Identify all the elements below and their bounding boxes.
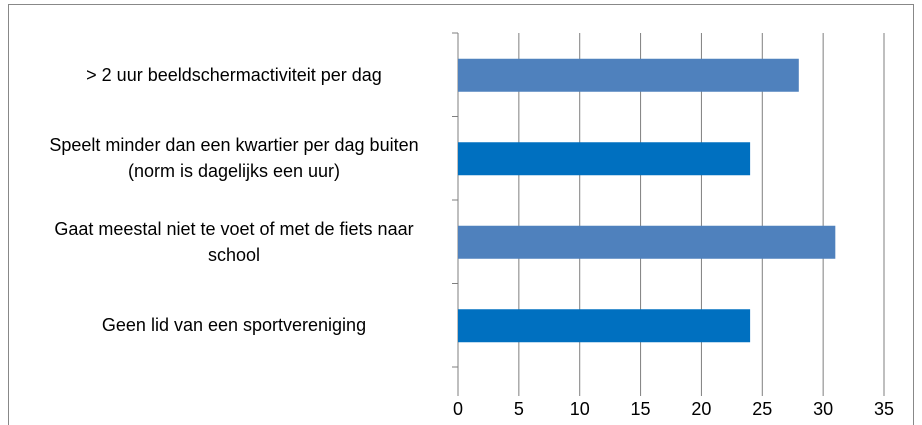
bar [458,225,836,259]
x-tick-label: 35 [874,399,894,419]
bar [458,309,751,343]
chart-border [8,4,914,425]
x-tick-label: 20 [691,399,711,419]
x-tick-label: 15 [631,399,651,419]
bar [458,142,751,176]
bar [458,58,799,92]
x-tick-label: 25 [752,399,772,419]
y-tick-label: Geen lid van een sportvereniging [101,315,367,336]
x-tick-label: 0 [453,399,463,419]
y-tick-label: > 2 uur beeldschermactiviteit per dag [86,64,382,85]
x-tick-label: 30 [813,399,833,419]
y-tick-label: Speelt minder dan een kwartier per dag b… [49,135,419,182]
x-tick-label: 10 [570,399,590,419]
y-tick-label: Gaat meestal niet te voet of met de fiet… [54,218,414,265]
x-tick-label: 5 [514,399,524,419]
